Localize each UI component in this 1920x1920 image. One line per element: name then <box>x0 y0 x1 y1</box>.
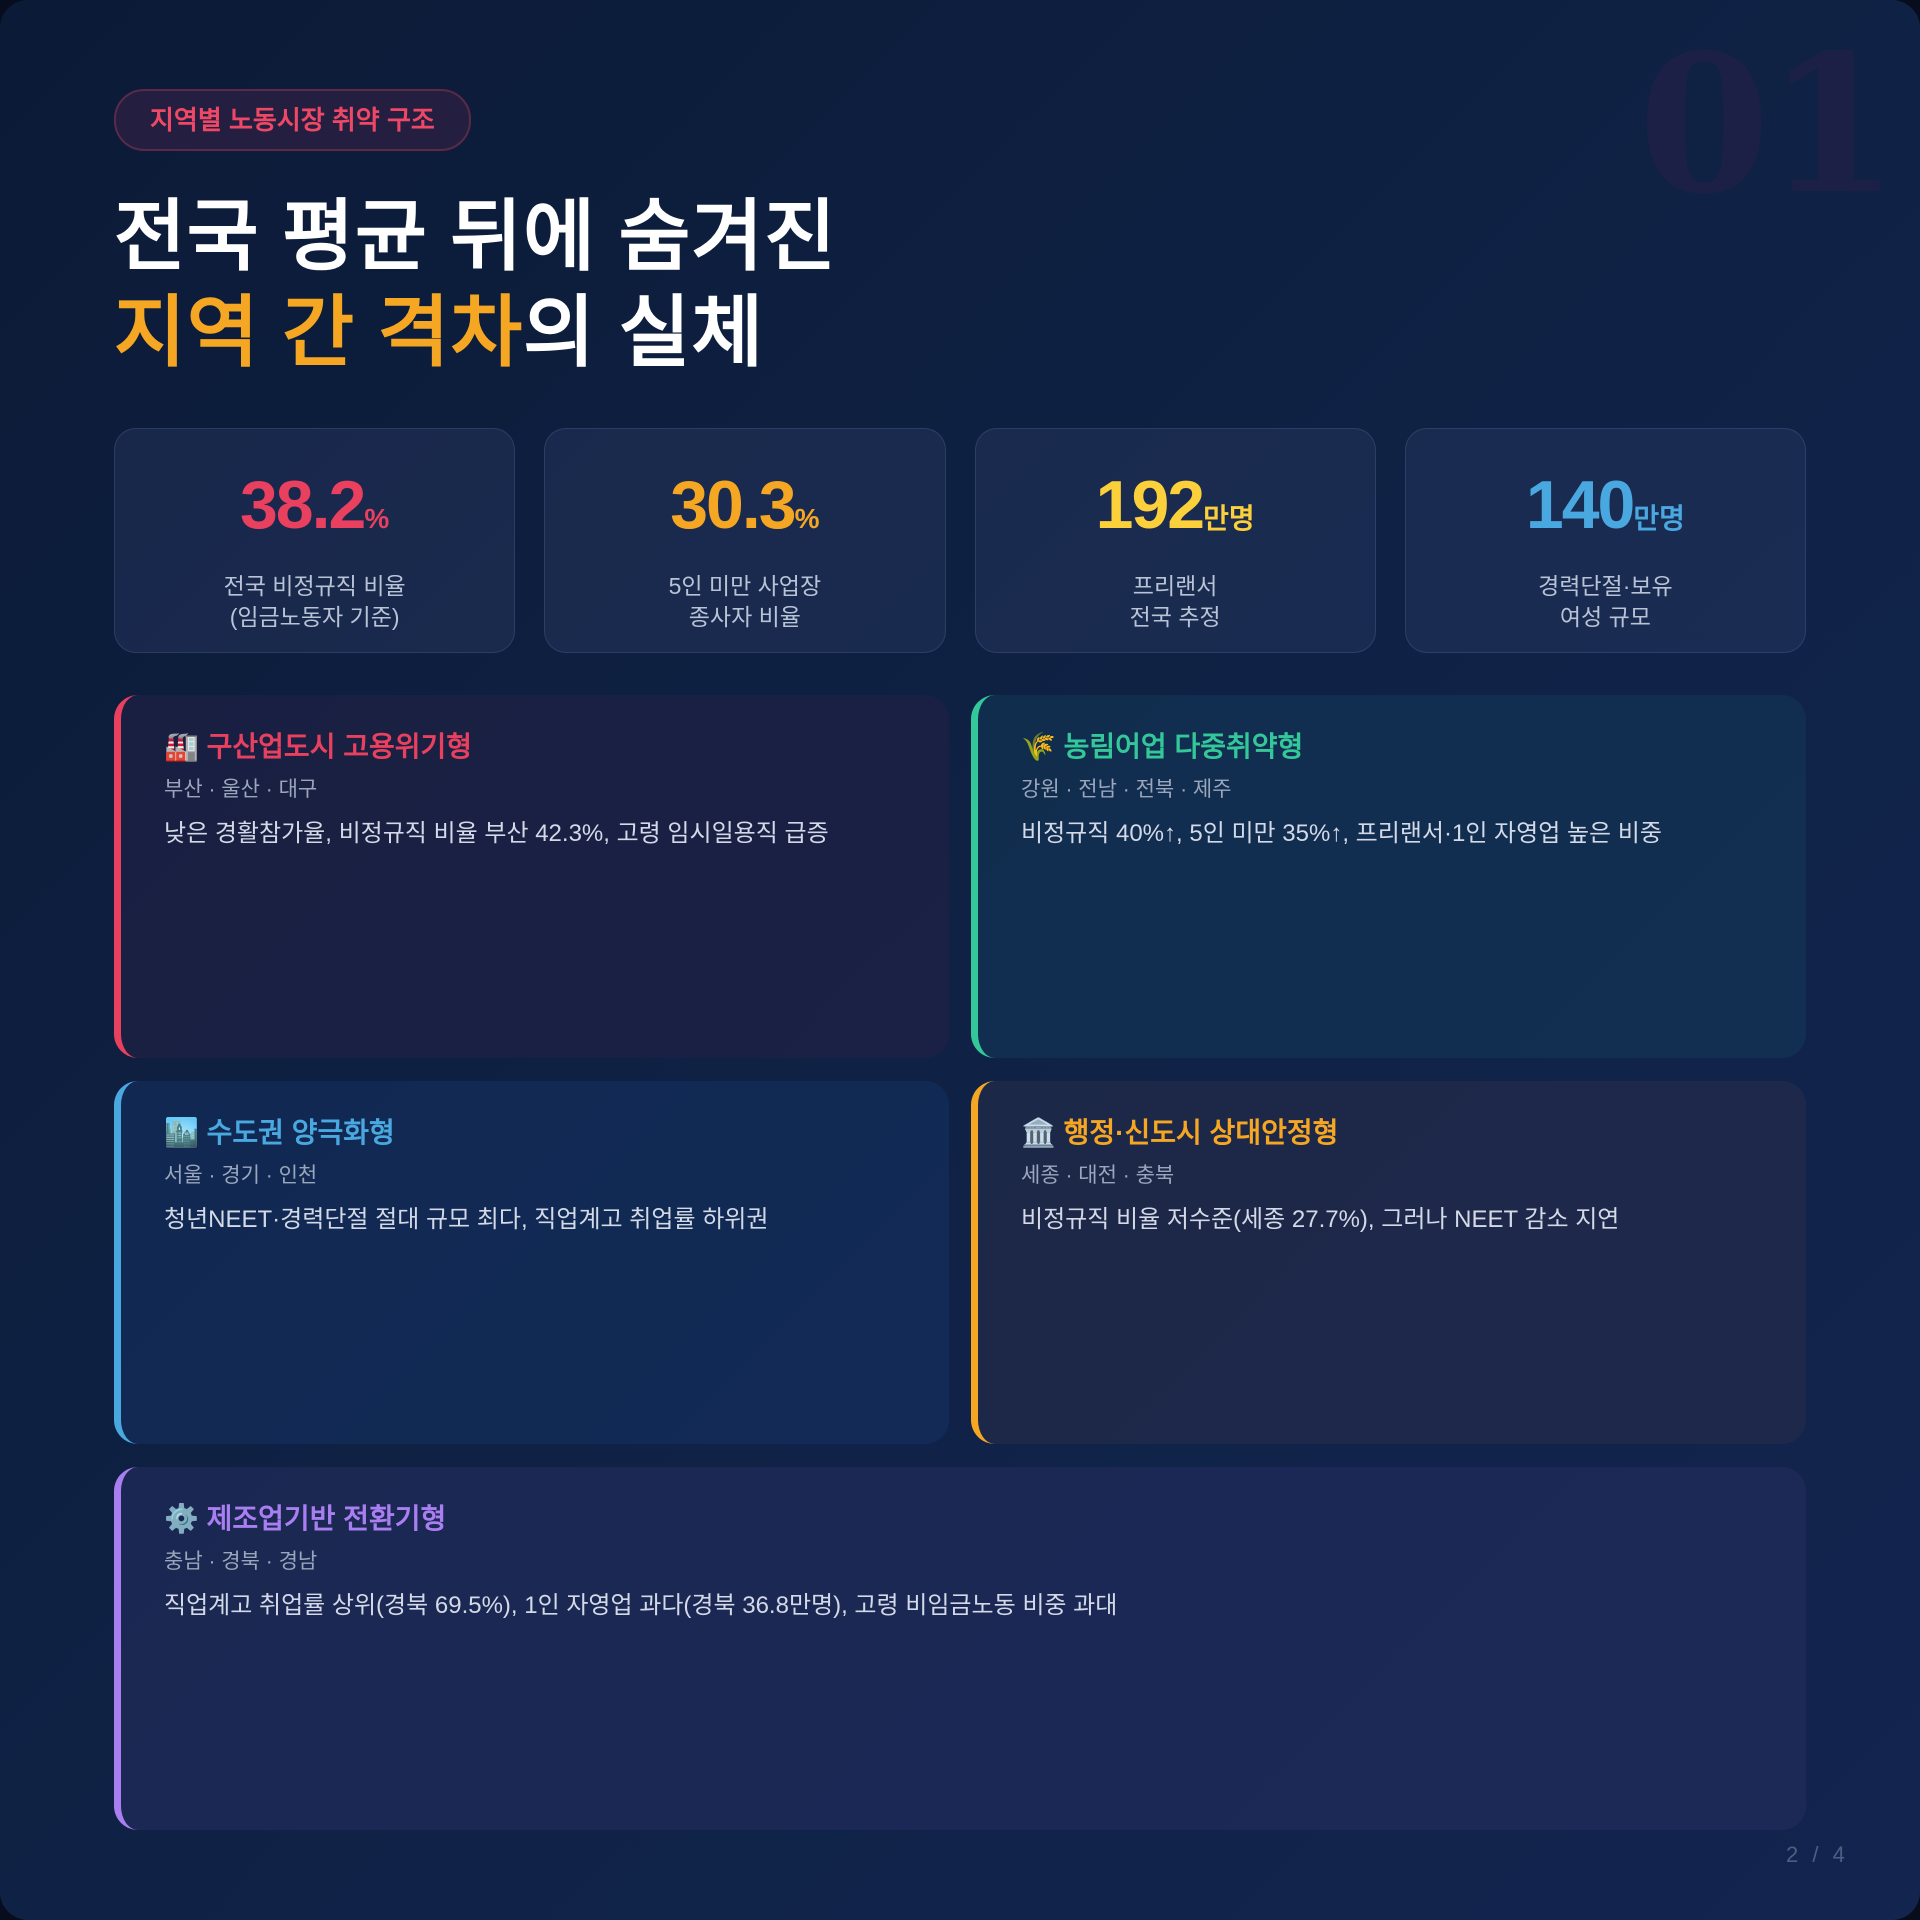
section-badge: 지역별 노동시장 취약 구조 <box>114 89 471 151</box>
stat-label-line: 경력단절·보유 <box>1538 573 1673 599</box>
region-card-capital-area: 🏙️ 수도권 양극화형 서울 · 경기 · 인천 청년NEET·경력단절 절대 … <box>114 1081 949 1444</box>
title-highlight: 지역 간 격차 <box>114 288 524 376</box>
stat-label-line: 프리랜서 <box>1132 573 1218 599</box>
card-title: 🏛️ 행정·신도시 상대안정형 <box>1021 1113 1763 1153</box>
section-number-watermark: 01 <box>1638 13 1898 236</box>
title-rest: 의 실체 <box>523 288 765 376</box>
card-emoji-icon: 🏛️ <box>1021 1117 1056 1148</box>
stat-label-line: (임금노동자 기준) <box>229 604 400 630</box>
stat-value: 192만명 <box>976 465 1375 559</box>
card-regions: 서울 · 경기 · 인천 <box>164 1164 318 1187</box>
stat-label-line: 종사자 비율 <box>688 604 801 630</box>
stat-card: 38.2% 전국 비정규직 비율 (임금노동자 기준) <box>114 428 516 653</box>
stat-unit: 만명 <box>1203 503 1255 534</box>
card-emoji-icon: 🏭 <box>164 731 199 762</box>
stat-number: 38.2 <box>239 467 366 543</box>
card-regions: 세종 · 대전 · 충북 <box>1021 1164 1175 1187</box>
card-description: 낮은 경활참가율, 비정규직 비율 부산 42.3%, 고령 임시일용직 급증 <box>164 820 829 847</box>
stat-number: 30.3 <box>670 467 796 543</box>
stat-label-line: 여성 규모 <box>1559 604 1651 630</box>
title-line-2: 지역 간 격차의 실체 <box>114 284 837 380</box>
card-regions: 부산 · 울산 · 대구 <box>164 778 318 801</box>
stat-unit: % <box>364 503 390 534</box>
title-line-1: 전국 평균 뒤에 숨겨진 <box>114 192 837 280</box>
stat-number: 140 <box>1525 467 1635 543</box>
stat-unit: 만명 <box>1633 503 1685 534</box>
region-card-manufacturing: ⚙️ 제조업기반 전환기형 충남 · 경북 · 경남 직업계고 취업률 상위(경… <box>114 1467 1806 1830</box>
stats-row: 38.2% 전국 비정규직 비율 (임금노동자 기준) 30.3% 5인 미만 사… <box>114 428 1806 653</box>
card-description: 비정규직 40%↑, 5인 미만 35%↑, 프리랜서·1인 자영업 높은 비중 <box>1021 820 1662 847</box>
card-regions: 충남 · 경북 · 경남 <box>164 1550 318 1573</box>
stat-value: 30.3% <box>545 465 944 559</box>
page-indicator: 2 / 4 <box>1786 1842 1849 1867</box>
card-title-text: 제조업기반 전환기형 <box>206 1503 447 1534</box>
card-regions: 강원 · 전남 · 전북 · 제주 <box>1021 778 1232 801</box>
card-description: 직업계고 취업률 상위(경북 69.5%), 1인 자영업 과다(경북 36.8… <box>164 1592 1118 1619</box>
stat-number: 192 <box>1095 467 1205 543</box>
card-title: 🏭 구산업도시 고용위기형 <box>164 727 906 767</box>
stat-unit: % <box>794 503 820 534</box>
card-description: 청년NEET·경력단절 절대 규모 최다, 직업계고 취업률 하위권 <box>164 1206 769 1233</box>
card-title-text: 구산업도시 고용위기형 <box>206 731 473 762</box>
card-title: ⚙️ 제조업기반 전환기형 <box>164 1499 1763 1539</box>
region-card-agriculture: 🌾 농림어업 다중취약형 강원 · 전남 · 전북 · 제주 비정규직 40%↑… <box>971 695 1806 1058</box>
region-card-old-industrial: 🏭 구산업도시 고용위기형 부산 · 울산 · 대구 낮은 경활참가율, 비정규… <box>114 695 949 1058</box>
stat-label: 전국 비정규직 비율 (임금노동자 기준) <box>115 571 514 633</box>
card-emoji-icon: ⚙️ <box>164 1503 199 1534</box>
card-emoji-icon: 🌾 <box>1021 731 1056 762</box>
card-title-text: 행정·신도시 상대안정형 <box>1063 1117 1339 1148</box>
stat-value: 140만명 <box>1406 465 1805 559</box>
card-description: 비정규직 비율 저수준(세종 27.7%), 그러나 NEET 감소 지연 <box>1021 1206 1620 1233</box>
card-title-text: 농림어업 다중취약형 <box>1063 731 1304 762</box>
stat-label-line: 전국 추정 <box>1129 604 1221 630</box>
page-title: 전국 평균 뒤에 숨겨진 지역 간 격차의 실체 <box>114 188 837 380</box>
region-card-admin-city: 🏛️ 행정·신도시 상대안정형 세종 · 대전 · 충북 비정규직 비율 저수준… <box>971 1081 1806 1444</box>
card-title: 🌾 농림어업 다중취약형 <box>1021 727 1763 767</box>
card-title-text: 수도권 양극화형 <box>206 1117 395 1148</box>
stat-label-line: 전국 비정규직 비율 <box>223 573 406 599</box>
card-title: 🏙️ 수도권 양극화형 <box>164 1113 906 1153</box>
card-emoji-icon: 🏙️ <box>164 1117 199 1148</box>
stat-value: 38.2% <box>115 465 514 559</box>
stat-label-line: 5인 미만 사업장 <box>668 573 822 599</box>
